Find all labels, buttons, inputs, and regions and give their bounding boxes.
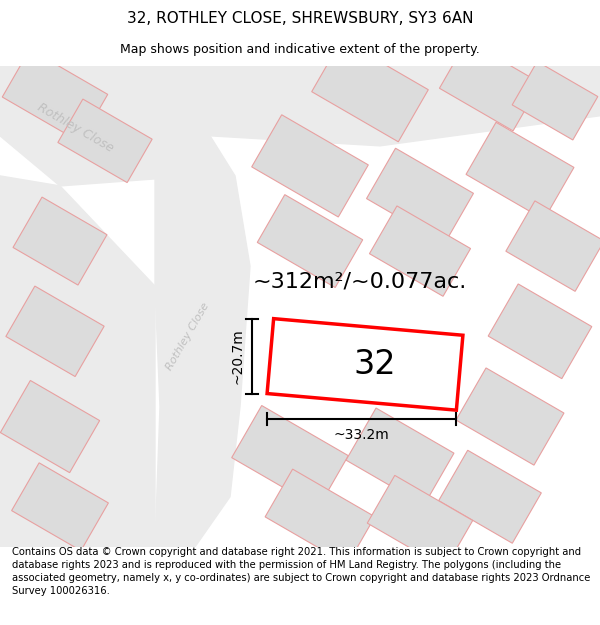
Polygon shape — [267, 319, 463, 410]
Polygon shape — [58, 99, 152, 182]
Polygon shape — [6, 286, 104, 376]
Polygon shape — [367, 476, 473, 568]
Text: ~312m²/~0.077ac.: ~312m²/~0.077ac. — [253, 271, 467, 291]
Polygon shape — [2, 49, 108, 142]
Text: Map shows position and indicative extent of the property.: Map shows position and indicative extent… — [120, 42, 480, 56]
Polygon shape — [155, 136, 250, 547]
Text: 32, ROTHLEY CLOSE, SHREWSBURY, SY3 6AN: 32, ROTHLEY CLOSE, SHREWSBURY, SY3 6AN — [127, 11, 473, 26]
Polygon shape — [512, 61, 598, 140]
Polygon shape — [265, 469, 375, 564]
Polygon shape — [150, 66, 600, 146]
Text: Rothley Close: Rothley Close — [164, 301, 211, 372]
Polygon shape — [1, 381, 100, 472]
Text: Contains OS data © Crown copyright and database right 2021. This information is : Contains OS data © Crown copyright and d… — [12, 547, 590, 596]
Polygon shape — [346, 408, 454, 505]
Polygon shape — [506, 201, 600, 291]
Text: Rothley Close: Rothley Close — [35, 101, 115, 155]
Polygon shape — [11, 463, 109, 551]
Polygon shape — [311, 39, 428, 142]
Polygon shape — [0, 66, 210, 186]
Polygon shape — [439, 450, 541, 543]
Polygon shape — [488, 284, 592, 379]
Polygon shape — [0, 176, 155, 547]
Text: ~33.2m: ~33.2m — [334, 428, 389, 442]
Polygon shape — [232, 406, 349, 508]
Polygon shape — [257, 194, 363, 288]
Polygon shape — [466, 122, 574, 219]
Polygon shape — [439, 41, 541, 131]
Polygon shape — [13, 197, 107, 285]
Polygon shape — [370, 206, 470, 296]
Polygon shape — [367, 148, 473, 244]
Text: 32: 32 — [353, 348, 397, 381]
Text: ~20.7m: ~20.7m — [230, 328, 245, 384]
Polygon shape — [456, 368, 564, 465]
Polygon shape — [251, 115, 368, 217]
